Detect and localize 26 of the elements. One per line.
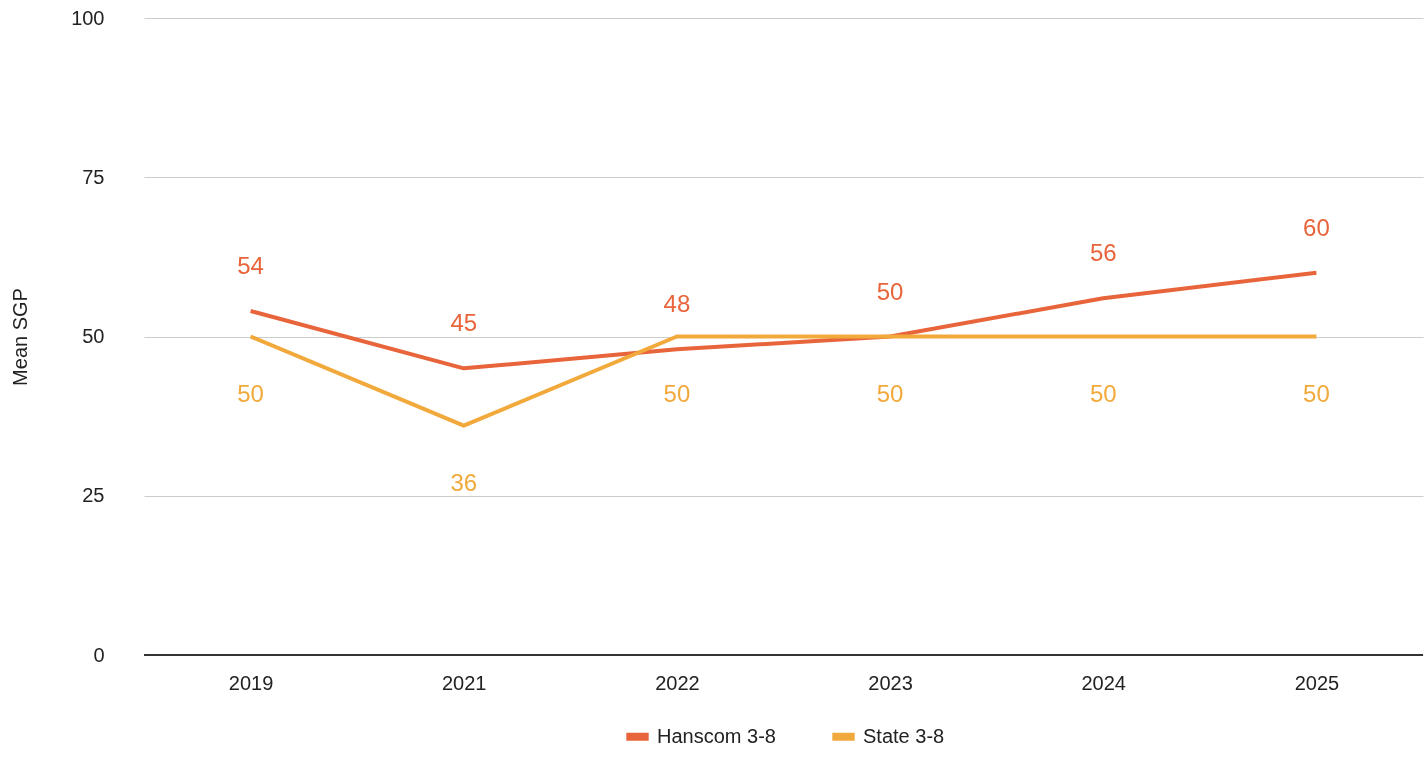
x-tick-label: 2023 xyxy=(868,671,913,694)
data-label: 36 xyxy=(450,468,478,496)
x-tick-label: 2022 xyxy=(655,671,700,694)
data-label: 50 xyxy=(1089,379,1117,407)
data-label: 50 xyxy=(876,277,904,305)
data-label: 54 xyxy=(237,252,264,280)
x-tick-label: 2024 xyxy=(1081,671,1126,694)
y-tick-label: 50 xyxy=(82,325,105,347)
y-tick-label: 100 xyxy=(71,6,105,29)
y-tick-label: 0 xyxy=(93,643,105,666)
data-label: 50 xyxy=(237,379,264,407)
data-label: 50 xyxy=(663,379,691,407)
data-label: 56 xyxy=(1089,239,1117,267)
data-label: 60 xyxy=(1303,213,1330,241)
y-tick-label: 75 xyxy=(82,165,105,188)
x-tick-label: 2019 xyxy=(228,671,274,694)
legend-label: State 3-8 xyxy=(863,724,945,747)
x-tick-label: 2025 xyxy=(1294,671,1340,694)
data-label: 50 xyxy=(1303,379,1330,407)
legend-label: Hanscom 3-8 xyxy=(657,724,776,747)
y-axis-title: Mean SGP xyxy=(9,288,32,386)
y-tick-label: 25 xyxy=(82,484,105,507)
data-label: 48 xyxy=(663,290,691,318)
data-label: 45 xyxy=(450,309,478,337)
x-tick-label: 2021 xyxy=(442,671,487,694)
data-label: 50 xyxy=(876,379,904,407)
